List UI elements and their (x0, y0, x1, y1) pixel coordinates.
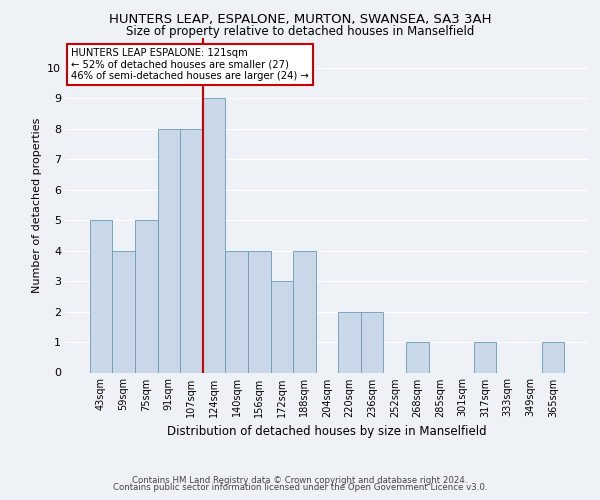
Bar (406, 342, 428, 372)
Y-axis label: Number of detached properties: Number of detached properties (32, 118, 41, 292)
Bar (474, 342, 496, 372)
Bar (542, 342, 564, 372)
Bar (293, 250, 316, 372)
Text: Contains public sector information licensed under the Open Government Licence v3: Contains public sector information licen… (113, 484, 487, 492)
Bar (271, 281, 293, 372)
Text: HUNTERS LEAP ESPALONE: 121sqm
← 52% of detached houses are smaller (27)
46% of s: HUNTERS LEAP ESPALONE: 121sqm ← 52% of d… (71, 48, 309, 80)
Bar (248, 250, 271, 372)
Bar (361, 312, 383, 372)
Bar (135, 220, 158, 372)
Bar (158, 129, 180, 372)
Text: Contains HM Land Registry data © Crown copyright and database right 2024.: Contains HM Land Registry data © Crown c… (132, 476, 468, 485)
Text: Size of property relative to detached houses in Manselfield: Size of property relative to detached ho… (126, 25, 474, 38)
Bar (112, 250, 135, 372)
Bar (180, 129, 203, 372)
Bar (90, 220, 112, 372)
X-axis label: Distribution of detached houses by size in Manselfield: Distribution of detached houses by size … (167, 425, 487, 438)
Bar (226, 250, 248, 372)
Text: HUNTERS LEAP, ESPALONE, MURTON, SWANSEA, SA3 3AH: HUNTERS LEAP, ESPALONE, MURTON, SWANSEA,… (109, 12, 491, 26)
Bar (338, 312, 361, 372)
Bar (203, 98, 226, 372)
